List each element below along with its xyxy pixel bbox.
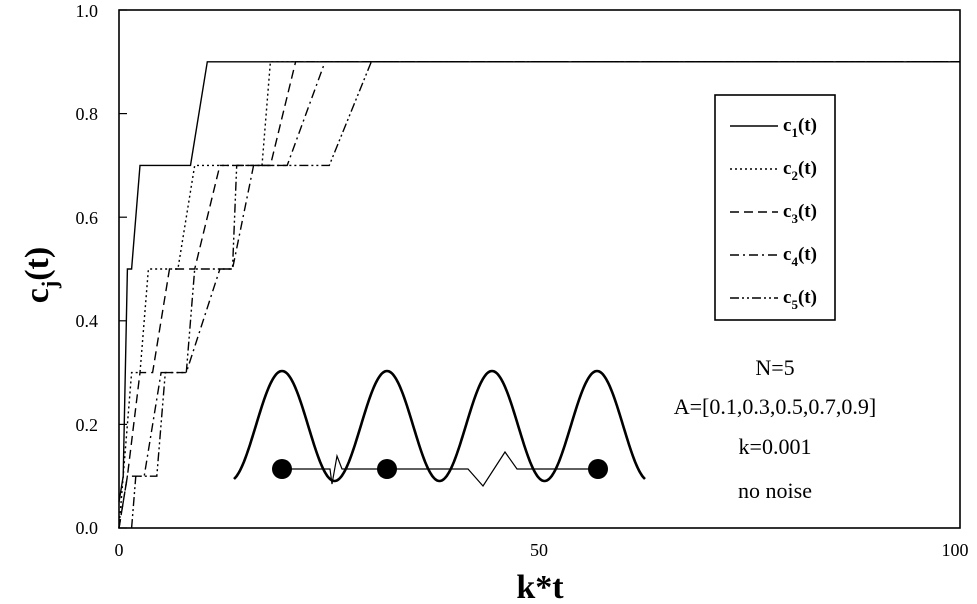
legend-box (714, 94, 836, 321)
svg-text:cj(t): cj(t) (19, 247, 62, 303)
series-line-c3 (118, 61, 960, 529)
series-group (118, 61, 960, 529)
particle (272, 459, 292, 479)
x-tick-label: 0 (115, 540, 124, 560)
parameter-annotation: N=5 A=[0.1,0.3,0.5,0.7,0.9] k=0.001 no n… (674, 355, 876, 503)
y-tick-label: 1.0 (76, 1, 99, 21)
legend-label: c2(t) (783, 158, 817, 183)
particle (377, 459, 397, 479)
legend-label: c4(t) (783, 244, 817, 269)
annotation-k: k=0.001 (739, 434, 812, 459)
potential-inset (233, 369, 646, 487)
series-line-c1 (118, 61, 960, 503)
y-axis-label: cj(t) (19, 247, 62, 303)
annotation-n: N=5 (755, 355, 794, 380)
x-axis-label: k*t (516, 569, 564, 604)
x-axis-ticks: 0 50 100 (115, 540, 969, 560)
y-tick-label: 0.6 (76, 208, 99, 228)
y-tick-label: 0.8 (76, 104, 99, 124)
series-line-c4 (118, 61, 960, 529)
y-tick-label: 0.2 (76, 415, 99, 435)
trajectory-line (282, 450, 598, 487)
x-tick-label: 50 (530, 540, 548, 560)
particle (588, 459, 608, 479)
annotation-noise: no noise (738, 478, 812, 503)
potential-curve (233, 369, 646, 483)
legend: c1(t) c2(t) c3(t) c4(t) c5(t) (730, 115, 817, 312)
y-tick-label: 0.4 (76, 311, 99, 331)
series-line-c2 (118, 61, 960, 529)
x-tick-label: 100 (942, 540, 969, 560)
legend-label: c3(t) (783, 201, 817, 226)
legend-label: c1(t) (783, 115, 817, 140)
y-axis-ticks: 0.0 0.2 0.4 0.6 0.8 1.0 (76, 1, 99, 538)
y-tick-marks (119, 9, 127, 529)
series-line-c5 (130, 61, 960, 529)
legend-label: c5(t) (783, 287, 817, 312)
plot-area (118, 9, 961, 529)
y-tick-label: 0.0 (76, 518, 99, 538)
annotation-a: A=[0.1,0.3,0.5,0.7,0.9] (674, 394, 876, 419)
